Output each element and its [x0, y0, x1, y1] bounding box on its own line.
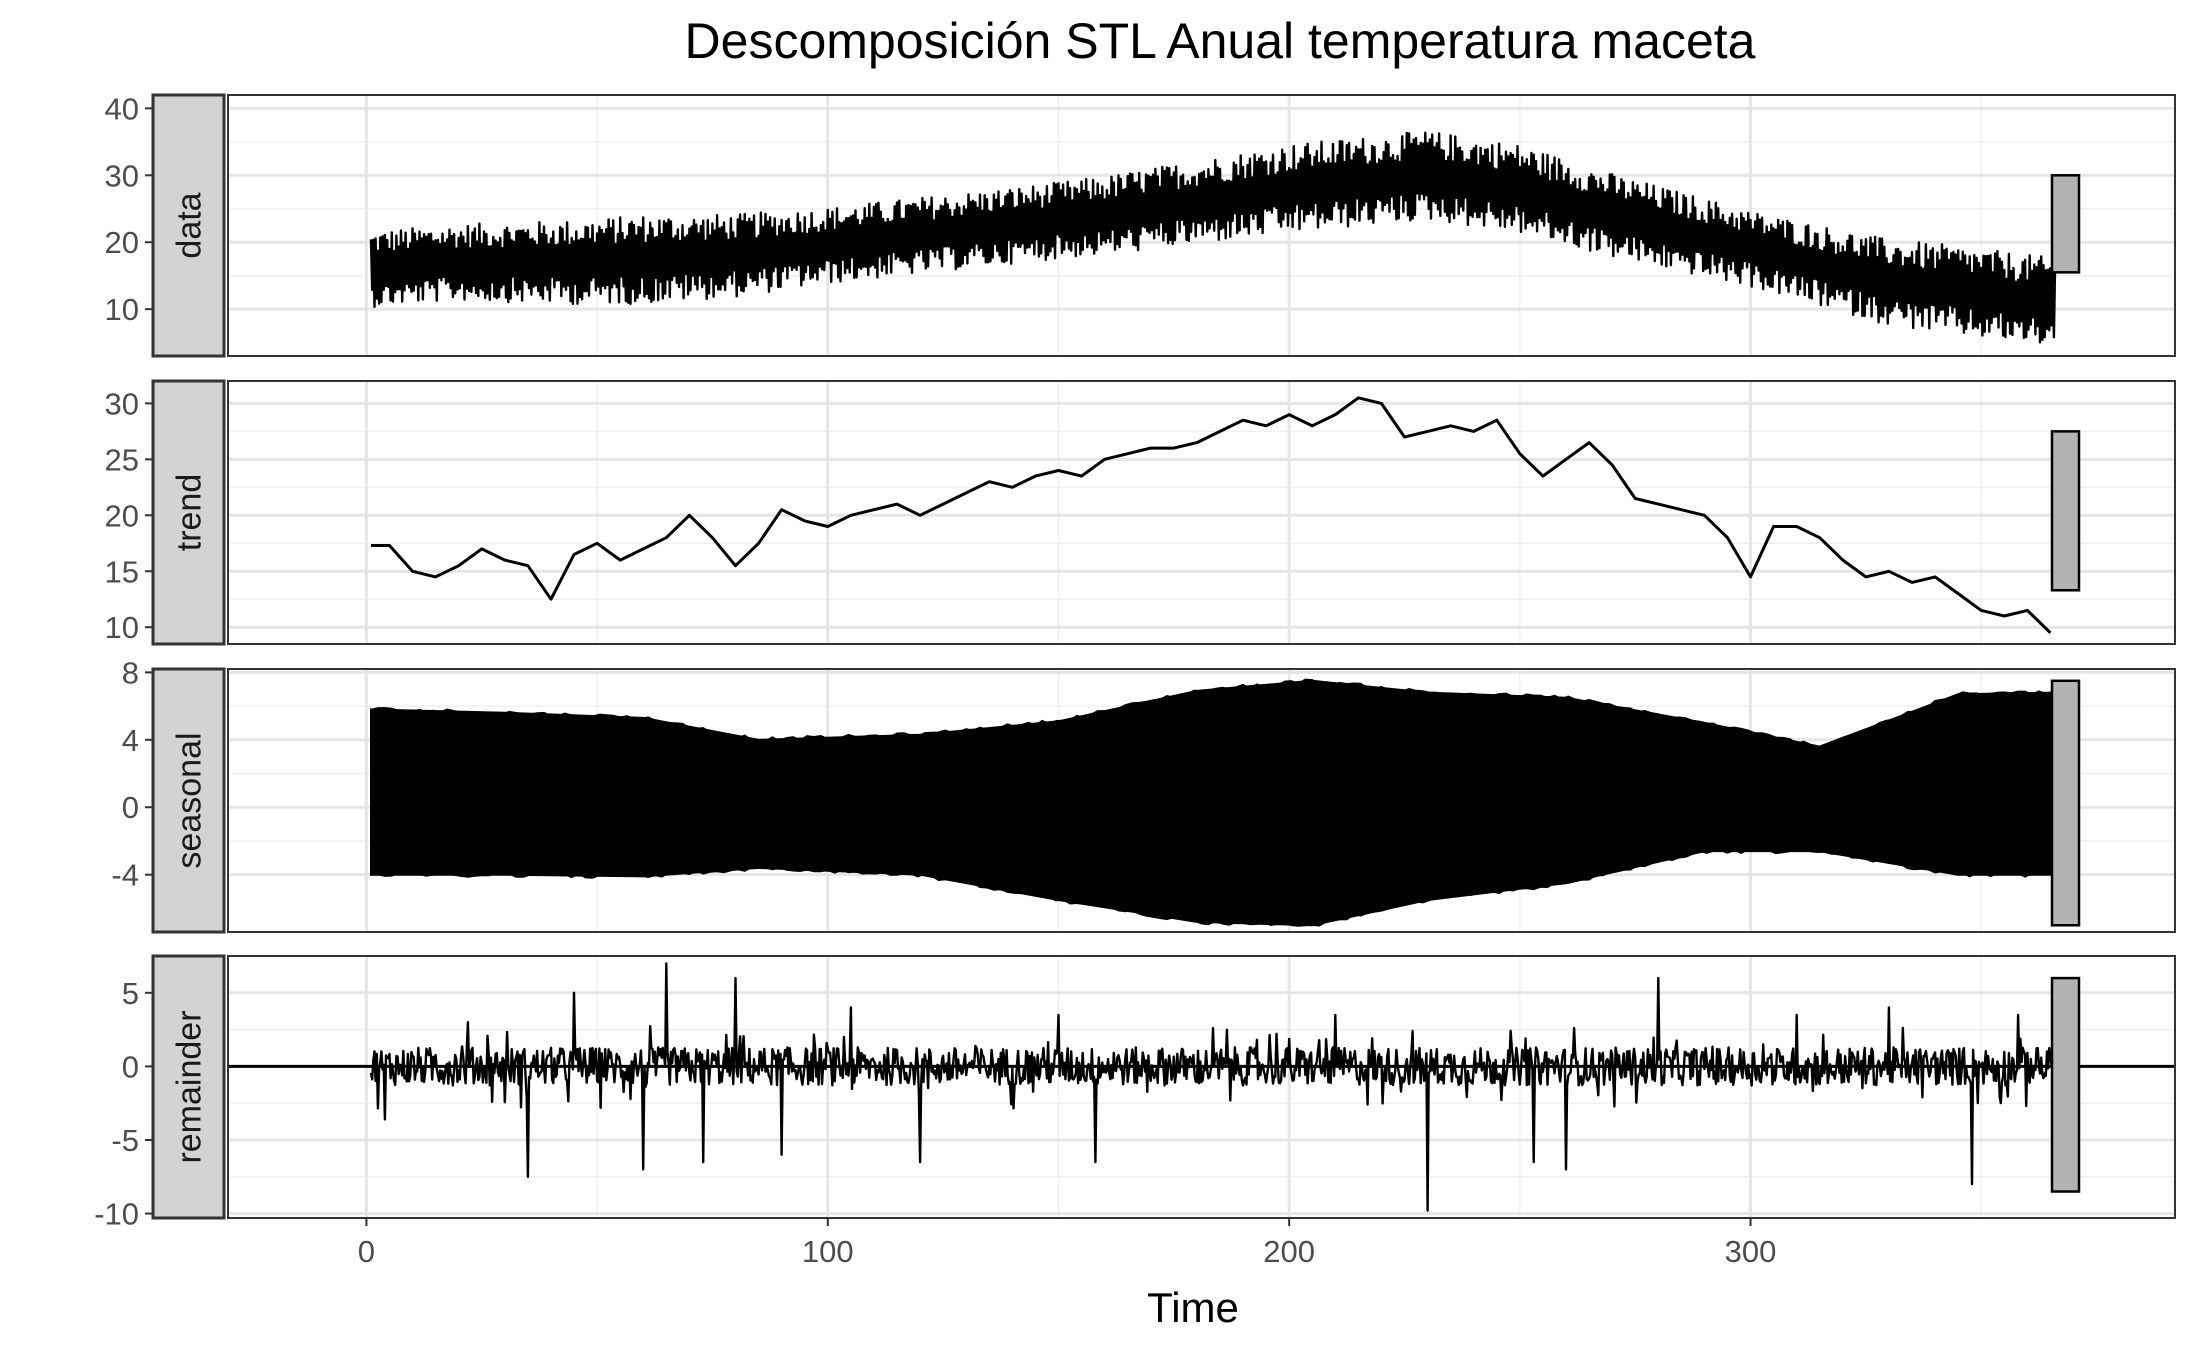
x-tick-label: 0	[358, 1234, 375, 1269]
y-tick-label: 25	[105, 442, 139, 477]
chart-title: Descomposición STL Anual temperatura mac…	[685, 13, 1756, 69]
y-tick-label: -4	[111, 858, 139, 893]
range-bar	[2050, 430, 2081, 592]
strip-label: trend	[171, 474, 209, 552]
panel-background	[228, 956, 2175, 1218]
y-tick-label: -10	[94, 1197, 139, 1232]
strip-label: data	[171, 192, 209, 258]
panel-border	[227, 955, 2176, 1219]
y-tick-label: 0	[122, 790, 139, 825]
series-line-remainder	[369, 962, 2057, 1212]
strip-label: remainder	[171, 1010, 209, 1163]
strip-seasonal	[151, 667, 226, 934]
panels-layer: data 10 20 30 40 trend 10 15 20 25 30 seasonal -4 0 4 8…	[94, 91, 2176, 1232]
x-tick-label: 300	[1725, 1234, 1777, 1269]
panel-border	[227, 668, 2176, 933]
x-tick-label: 100	[802, 1234, 854, 1269]
x-tick-label: 200	[1263, 1234, 1315, 1269]
y-tick-label: 5	[122, 976, 139, 1011]
y-tick-label: 30	[105, 158, 139, 193]
y-tick-label: 20	[105, 225, 139, 260]
panel-seasonal: seasonal -4 0 4 8	[111, 655, 2176, 934]
panel-data: data 10 20 30 40	[105, 91, 2176, 358]
strip-label: seasonal	[171, 732, 209, 868]
range-bar	[2050, 976, 2081, 1193]
series-line-trend	[371, 396, 2052, 634]
y-tick-label: 8	[122, 655, 139, 690]
series-edge-lower	[370, 847, 2054, 927]
series-edge-upper	[370, 678, 2053, 750]
y-tick-label: 0	[122, 1049, 139, 1084]
y-tick-label: 4	[122, 723, 139, 758]
y-tick-label: -5	[111, 1123, 139, 1158]
y-tick-label: 40	[105, 91, 139, 126]
strip-data	[151, 93, 226, 358]
series-line-data	[369, 131, 2057, 344]
panel-remainder: remainder -10 -5 0 5	[94, 954, 2176, 1232]
y-tick-label: 10	[105, 610, 139, 645]
x-axis-title: Time	[1147, 1284, 1239, 1331]
panel-background	[228, 381, 2175, 644]
y-tick-label: 15	[105, 554, 139, 589]
panel-border	[227, 94, 2176, 357]
strip-remainder	[151, 954, 226, 1220]
panel-trend: trend 10 15 20 25 30	[105, 379, 2176, 646]
y-tick-label: 20	[105, 498, 139, 533]
x-axis: 0 100 200 300	[358, 1218, 1777, 1269]
range-bar	[2050, 679, 2081, 927]
panel-border	[227, 380, 2176, 645]
y-tick-label: 30	[105, 386, 139, 421]
range-bar	[2050, 174, 2081, 274]
y-tick-label: 10	[105, 292, 139, 327]
strip-trend	[151, 379, 226, 646]
